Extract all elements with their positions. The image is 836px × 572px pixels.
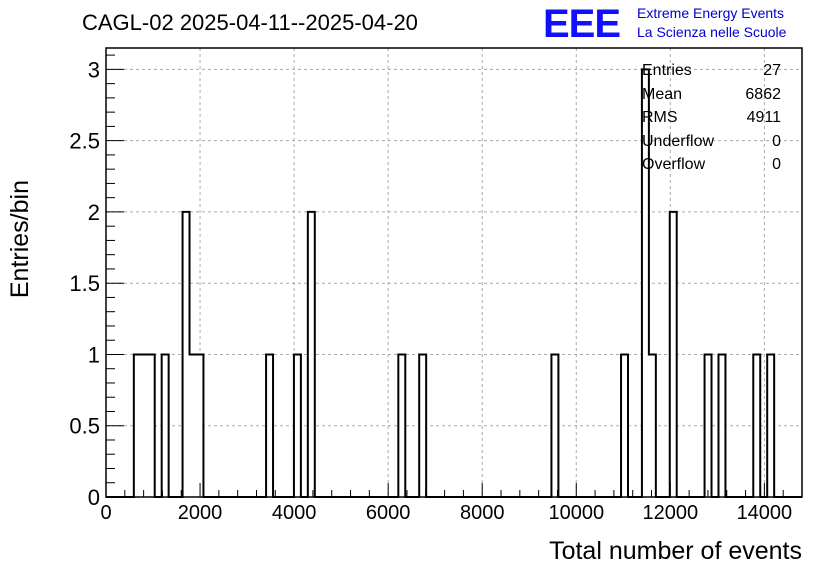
y-tick-label: 1 bbox=[88, 342, 100, 367]
stats-label: RMS bbox=[642, 109, 678, 126]
histogram-bin bbox=[398, 354, 406, 497]
stats-value: 4911 bbox=[746, 109, 781, 126]
stats-label: Mean bbox=[642, 85, 683, 103]
stats-row-mean: Mean 6862 bbox=[642, 83, 781, 107]
x-tick-label: 14000 bbox=[737, 502, 793, 524]
logo-caption-line1: Extreme Energy Events bbox=[637, 5, 785, 21]
histogram-bin bbox=[293, 354, 301, 497]
stats-value: 6862 bbox=[745, 85, 781, 103]
y-tick-label: 2.5 bbox=[69, 129, 100, 154]
histogram-bin bbox=[133, 354, 141, 497]
x-tick-label: 2000 bbox=[178, 502, 223, 524]
logo-caption-line2: La Scienza nelle Scuole bbox=[637, 24, 787, 40]
stats-value: 0 bbox=[772, 156, 781, 173]
stats-label: Underflow bbox=[642, 132, 715, 150]
histogram-bin bbox=[161, 354, 169, 497]
histogram-bin bbox=[718, 354, 726, 497]
axis-ticks bbox=[105, 54, 803, 498]
stats-row-rms: RMS 4911 bbox=[642, 106, 781, 130]
x-tick-label: 4000 bbox=[272, 502, 317, 524]
y-axis-label: Entries/bin bbox=[6, 180, 34, 299]
y-tick-label: 2 bbox=[88, 200, 100, 225]
stats-row-overflow: Overflow 0 bbox=[642, 153, 781, 177]
histogram-bin bbox=[196, 354, 204, 497]
histogram-bin bbox=[669, 211, 677, 497]
histogram-bin bbox=[753, 354, 761, 497]
stats-label: Overflow bbox=[642, 156, 706, 173]
histogram-bars bbox=[133, 69, 775, 497]
axis-tick-labels: 0 2000 4000 6000 8000 10000 12000 14000 0 0.5 1 1.5… bbox=[69, 57, 792, 524]
histogram-bin bbox=[704, 354, 712, 497]
x-axis-label: Total number of events bbox=[549, 537, 802, 565]
histogram-bin bbox=[641, 69, 649, 497]
stats-value: 27 bbox=[763, 62, 781, 79]
x-tick-label: 0 bbox=[100, 502, 111, 524]
histogram-bin bbox=[621, 354, 628, 497]
histogram-bin bbox=[551, 354, 559, 497]
histogram-bin bbox=[307, 211, 315, 497]
x-tick-label: 8000 bbox=[460, 502, 505, 524]
x-tick-label: 10000 bbox=[548, 502, 604, 524]
y-tick-label: 0.5 bbox=[69, 414, 100, 439]
histogram-bin bbox=[147, 354, 155, 497]
histogram-bin bbox=[182, 211, 190, 497]
y-tick-label: 3 bbox=[88, 57, 100, 82]
stats-row-entries: Entries 27 bbox=[642, 59, 781, 83]
histogram-bin bbox=[189, 354, 197, 497]
histogram-bin bbox=[767, 354, 775, 497]
histogram-bin bbox=[419, 354, 427, 497]
x-tick-label: 6000 bbox=[366, 502, 411, 524]
y-tick-label: 0 bbox=[88, 485, 100, 510]
x-tick-label: 12000 bbox=[643, 502, 699, 524]
histogram-bin bbox=[266, 354, 274, 497]
y-tick-label: 1.5 bbox=[69, 271, 100, 296]
histogram-bin bbox=[140, 354, 148, 497]
chart-title: CAGL-02 2025-04-11--2025-04-20 bbox=[82, 10, 418, 35]
histogram-bin bbox=[648, 354, 656, 497]
stats-label: Entries bbox=[642, 62, 692, 79]
stats-row-underflow: Underflow 0 bbox=[642, 130, 781, 154]
logo-caption: Extreme Energy Events La Scienza nelle S… bbox=[637, 4, 786, 42]
eee-logo: EEE bbox=[543, 2, 621, 46]
stats-value: 0 bbox=[772, 132, 781, 150]
plot-frame bbox=[105, 47, 803, 498]
stats-box: Entries 27 Mean 6862 RMS 4911 Underflow 0 Ov… bbox=[642, 59, 781, 177]
